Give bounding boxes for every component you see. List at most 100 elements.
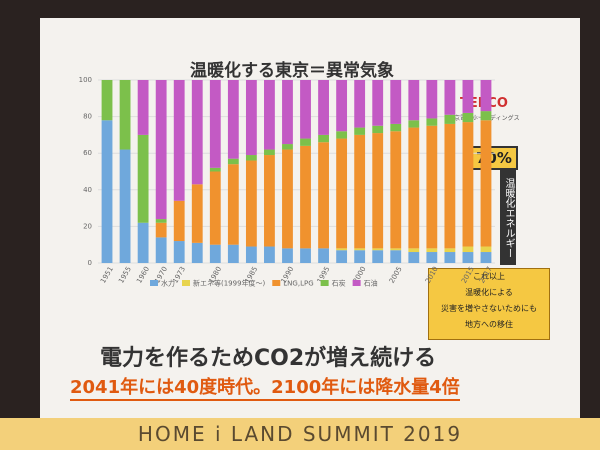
bar-segment: [282, 144, 293, 150]
legend-swatch: [182, 280, 190, 286]
y-tick-label: 60: [83, 149, 92, 157]
slide: 温暖化する東京＝異常気象 TEPCO 東京電力ホールディングス 70% 温暖化エ…: [40, 18, 580, 418]
bar-segment: [119, 149, 131, 263]
bar-segment: [191, 184, 203, 243]
legend-swatch: [320, 280, 329, 286]
bar-segment: [390, 250, 402, 263]
bar-segment: [408, 252, 420, 263]
callout-line: 災害を増やさないためにも: [441, 304, 537, 313]
bar-segment: [191, 80, 203, 185]
bar-segment: [390, 123, 402, 132]
bar-segment: [227, 80, 239, 159]
bar-segment: [390, 248, 402, 251]
bar-segment: [444, 252, 456, 263]
bar-segment: [444, 80, 456, 115]
subline: 2041年には40度時代。2100年には降水量4倍: [70, 373, 460, 401]
bar-segment: [155, 222, 167, 238]
bar-segment: [408, 248, 420, 253]
bar-segment: [480, 80, 492, 112]
bar-segment: [318, 142, 329, 249]
callout: これ以上 温暖化による 災害を増やさないためにも 地方への移住: [428, 268, 550, 340]
bar-segment: [155, 219, 167, 223]
bar-segment: [354, 134, 366, 249]
bar-segment: [137, 222, 149, 263]
x-tick-label: 1951: [99, 265, 115, 284]
y-tick-label: 80: [83, 113, 92, 121]
bar-segment: [390, 80, 402, 124]
legend-swatch: [352, 280, 361, 286]
bar-segment: [264, 149, 275, 156]
y-tick-label: 100: [79, 76, 92, 84]
bar-segment: [227, 158, 239, 165]
bar-segment: [372, 248, 384, 251]
bar-segment: [137, 80, 149, 135]
bar-segment: [245, 155, 257, 161]
bar-segment: [209, 171, 221, 245]
legend-label: 石炭: [332, 280, 346, 288]
bar-segment: [372, 133, 384, 249]
bar-segment: [101, 80, 113, 121]
bar-segment: [336, 131, 348, 139]
bar-segment: [444, 123, 456, 249]
bar-segment: [426, 80, 438, 119]
callout-line: 温暖化による: [465, 288, 513, 297]
bar-segment: [408, 120, 420, 128]
bar-segment: [155, 80, 167, 220]
bar-segment: [300, 80, 311, 139]
bar-segment: [209, 167, 221, 172]
y-tick-label: 0: [88, 259, 92, 267]
x-tick-label: 2017: [478, 265, 494, 284]
bar-segment: [426, 118, 438, 126]
bar-segment: [372, 250, 384, 263]
x-tick-label: 2010: [424, 265, 440, 284]
bar-segment: [318, 134, 329, 143]
bar-segment: [209, 80, 221, 168]
y-tick-label: 40: [83, 186, 92, 194]
bar-segment: [173, 241, 185, 263]
bar-segment: [336, 250, 348, 263]
legend-label: 新エネ等(1999年度～): [193, 279, 266, 288]
banner: HOME i LAND SUMMIT 2019: [0, 418, 600, 450]
bar-segment: [480, 246, 492, 253]
bar-segment: [480, 252, 492, 263]
bar-segment: [119, 80, 131, 150]
bar-segment: [282, 80, 293, 145]
x-tick-label: 2015: [460, 265, 476, 284]
bar-segment: [227, 244, 239, 263]
bar-segment: [480, 111, 492, 121]
legend-swatch: [150, 280, 158, 286]
bar-segment: [245, 80, 257, 156]
legend-label: 水力: [161, 279, 175, 288]
bar-segment: [444, 248, 456, 253]
bar-segment: [318, 248, 329, 263]
bar-segment: [336, 138, 348, 249]
bar-segment: [336, 80, 348, 132]
bar-segment: [300, 248, 311, 263]
legend-label: LNG,LPG: [283, 280, 313, 288]
bar-segment: [191, 242, 203, 263]
bar-segment: [245, 246, 257, 263]
x-tick-label: 1955: [117, 265, 133, 284]
bar-segment: [426, 252, 438, 263]
bar-segment: [354, 127, 366, 135]
bar-segment: [354, 248, 366, 251]
bar-segment: [264, 80, 275, 150]
headline: 電力を作るためCO2が増え続ける: [100, 346, 437, 371]
bar-segment: [354, 250, 366, 263]
vertical-note: 温暖化エネルギー: [500, 170, 516, 265]
bar-segment: [354, 80, 366, 128]
bar-segment: [155, 237, 167, 263]
bar-segment: [300, 145, 311, 249]
bar-segment: [408, 80, 420, 121]
bar-segment: [264, 246, 275, 263]
bar-segment: [300, 138, 311, 146]
legend-swatch: [272, 280, 281, 286]
bar-segment: [264, 155, 275, 247]
x-tick-label: 1960: [135, 265, 151, 284]
bar-segment: [462, 112, 474, 123]
bar-segment: [480, 120, 492, 247]
x-tick-label: 2005: [388, 265, 404, 284]
bar-segment: [336, 248, 348, 251]
